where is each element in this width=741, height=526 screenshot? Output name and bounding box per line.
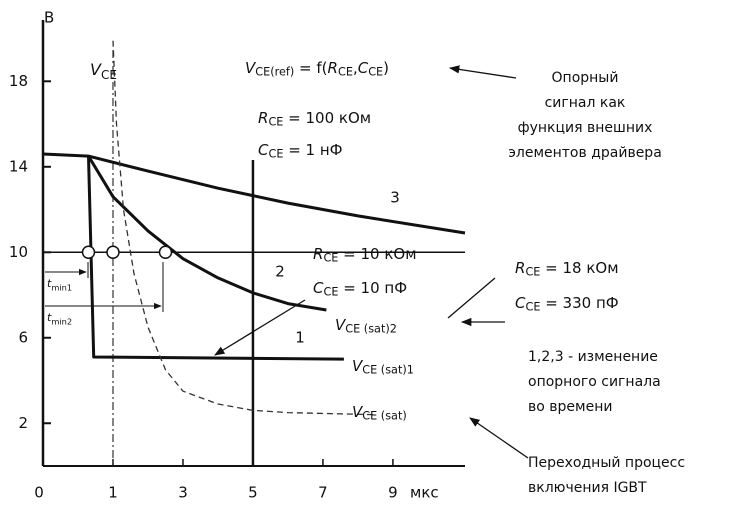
- annotation-part: CE: [268, 116, 283, 129]
- annotation-part: R: [515, 259, 525, 277]
- annotation-part: CE: [525, 266, 540, 279]
- note-line: функция внешних: [518, 120, 653, 136]
- annotation: CCE = 1 нФ: [258, 141, 343, 161]
- annotation: VCE (sat)1: [352, 357, 414, 377]
- x-tick-label: 7: [318, 484, 328, 502]
- annotation-part: ): [383, 59, 389, 77]
- annotation-part: C: [515, 294, 526, 312]
- annotation: tmin2: [47, 311, 72, 326]
- arrows: [214, 65, 529, 459]
- note-line: элементов драйвера: [508, 145, 662, 161]
- annotation-part: V: [245, 59, 257, 77]
- x-tick-label: 3: [178, 484, 188, 502]
- annotation: RCE = 18 кОм: [515, 259, 619, 279]
- note-line: 1,2,3 - изменение: [528, 349, 658, 365]
- note-line: опорного сигнала: [528, 374, 661, 390]
- annotation: VCE(ref) = f(RCE,CCE): [245, 59, 389, 79]
- x-tick-label: 0: [34, 484, 44, 502]
- note-line: сигнал как: [545, 95, 626, 111]
- annotation-part: CE: [101, 67, 117, 81]
- annotation-part: V: [352, 403, 364, 421]
- annotation-part: V: [335, 316, 347, 334]
- annotation: VCE (sat): [352, 403, 407, 423]
- annotation-part: = 18 кОм: [540, 259, 618, 277]
- tmin-brackets: [45, 262, 164, 312]
- annotation-part: = 100 кОм: [283, 109, 371, 127]
- annotation-part: CE: [525, 301, 540, 314]
- y-tick-label: 14: [9, 157, 28, 175]
- annotation: CCE = 10 пФ: [313, 279, 407, 299]
- annotation-part: V: [90, 60, 102, 79]
- note-line: Переходный процесс: [528, 455, 685, 471]
- annotation-part: = f(: [294, 59, 327, 77]
- annotation-part: min2: [51, 316, 72, 326]
- annotation-part: CE: [368, 66, 383, 79]
- annotation: CCE = 330 пФ: [515, 294, 619, 314]
- y-tick-label: 6: [18, 328, 28, 346]
- annotation: tmin1: [47, 277, 72, 292]
- annotation-part: C: [313, 279, 324, 297]
- x-tick-label: 1: [108, 484, 118, 502]
- annotation-part: CE (sat)1: [362, 364, 414, 377]
- y-unit: В: [44, 9, 54, 27]
- annotation-part: CE (sat): [362, 410, 406, 423]
- note-line: во времени: [528, 399, 612, 415]
- y-tick-label: 2: [18, 414, 28, 432]
- annotation-part: R: [328, 59, 338, 77]
- annotation-part: t: [47, 277, 52, 290]
- annotation-part: C: [358, 59, 369, 77]
- line-series: [112, 40, 376, 416]
- x-tick-label: 5: [248, 484, 258, 502]
- annotation-part: ,: [353, 59, 358, 77]
- annotation-part: = 330 пФ: [540, 294, 618, 312]
- annotation-part: min1: [51, 282, 72, 292]
- annotation-part: CE: [338, 66, 353, 79]
- x-unit: мкс: [410, 484, 439, 502]
- annotation-part: R: [313, 245, 323, 263]
- note-line: Опорный: [552, 70, 619, 86]
- annotation: RCE = 100 кОм: [258, 109, 371, 129]
- line-series: [87, 155, 327, 312]
- curve-label: 1: [295, 329, 305, 347]
- note-line: включения IGBT: [528, 480, 647, 496]
- y-tick-label: 18: [9, 72, 28, 90]
- x-tick-label: 9: [388, 484, 398, 502]
- annotation-part: t: [47, 311, 52, 324]
- annotation-part: = 1 нФ: [283, 141, 342, 159]
- annotation: VCE (sat)2: [335, 316, 397, 336]
- y-tick-label: 10: [9, 243, 28, 261]
- annotation-part: V: [352, 357, 364, 375]
- annotation-part: CE(ref): [255, 66, 294, 79]
- annotation-part: CE (sat)2: [345, 323, 397, 336]
- marker: [106, 245, 120, 260]
- marker: [158, 245, 173, 260]
- annotation: RCE = 10 кОм: [313, 245, 417, 265]
- curve-label: 3: [390, 189, 400, 207]
- annotation-part: CE: [268, 148, 283, 161]
- annotation-part: = 10 пФ: [338, 279, 407, 297]
- annotation-part: C: [258, 141, 269, 159]
- annotation: VCE: [90, 60, 117, 82]
- annotation-part: = 10 кОм: [338, 245, 416, 263]
- curve-label: 2: [275, 263, 285, 281]
- line-series: [87, 156, 344, 361]
- annotation-part: CE: [323, 286, 338, 299]
- annotation-part: CE: [323, 252, 338, 265]
- annotation-part: R: [258, 109, 268, 127]
- marker: [81, 245, 96, 260]
